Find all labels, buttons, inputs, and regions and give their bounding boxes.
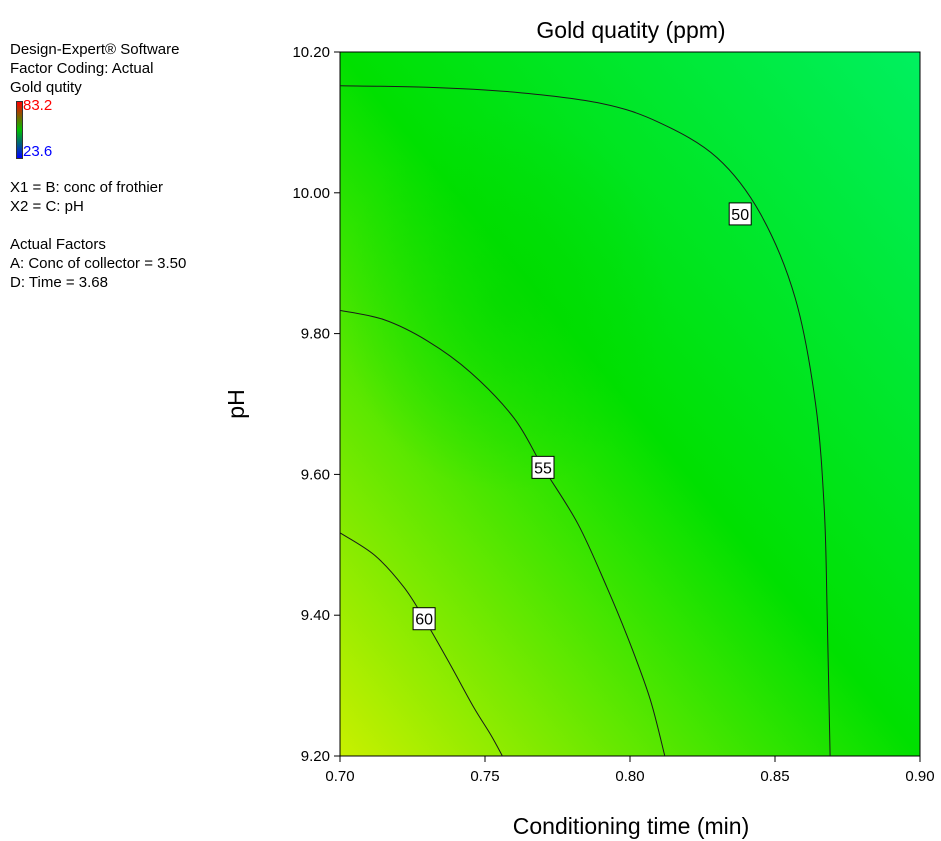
y-tick-label: 9.80 bbox=[301, 326, 330, 343]
factor-a-label: A: Conc of collector = 3.50 bbox=[10, 255, 187, 272]
contour-label-box bbox=[728, 202, 752, 226]
y-tick-label: 9.60 bbox=[301, 466, 330, 483]
factor-d-label: D: Time = 3.68 bbox=[10, 274, 108, 291]
contour-label-60: 60 bbox=[415, 612, 433, 629]
contour-label-50: 50 bbox=[731, 207, 749, 224]
response-name: Gold qutity bbox=[10, 79, 82, 96]
x-tick-label: 0.85 bbox=[760, 768, 789, 785]
x-tick-label: 0.80 bbox=[615, 768, 644, 785]
plot-shading bbox=[340, 112, 670, 492]
contour-label-box bbox=[412, 607, 436, 631]
axes: 0.70 0.75 0.80 0.85 0.90 9.20 9.40 9.60 9.80 10.0… bbox=[292, 44, 934, 785]
factor-coding-label: Factor Coding: Actual bbox=[10, 60, 154, 77]
x-tick-label: 0.90 bbox=[905, 768, 934, 785]
y-tick-label: 9.40 bbox=[301, 607, 330, 624]
x-tick-label: 0.75 bbox=[470, 768, 499, 785]
chart-title: Gold quatity (ppm) bbox=[536, 17, 725, 43]
contour-label-55: 55 bbox=[534, 460, 552, 477]
contour-line-50 bbox=[339, 85, 831, 757]
software-label: Design-Expert® Software bbox=[10, 41, 180, 58]
x-axis-title: Conditioning time (min) bbox=[513, 813, 749, 839]
y-axis-title: pH bbox=[223, 389, 249, 418]
color-scale-bar bbox=[16, 101, 23, 159]
x1-factor-label: X1 = B: conc of frothier bbox=[10, 179, 163, 196]
x-tick-label: 0.70 bbox=[325, 768, 354, 785]
y-tick-label: 10.20 bbox=[292, 44, 330, 61]
contour-label-box bbox=[531, 455, 555, 479]
y-tick-label: 9.20 bbox=[301, 748, 330, 765]
scale-max-label: 83.2 bbox=[23, 97, 53, 114]
contour-line-60 bbox=[339, 532, 503, 757]
x2-factor-label: X2 = C: pH bbox=[10, 198, 84, 215]
y-tick-label: 10.00 bbox=[292, 185, 330, 202]
info-panel: Design-Expert® Software Factor Coding: A… bbox=[10, 40, 186, 292]
color-scale: 83.2 23.6 bbox=[10, 97, 186, 160]
contour-lines: 50 55 60 bbox=[339, 85, 831, 757]
actual-factors-title: Actual Factors bbox=[10, 236, 106, 253]
scale-min-label: 23.6 bbox=[23, 143, 53, 160]
